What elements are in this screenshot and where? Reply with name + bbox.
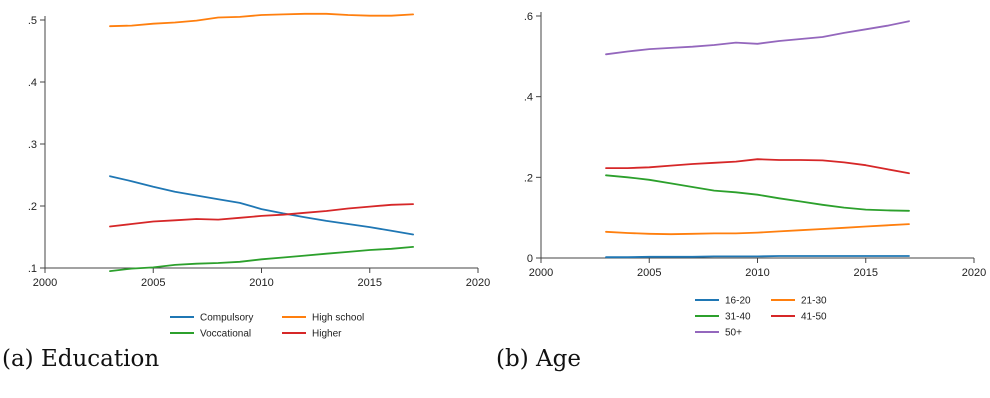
series-line-50- xyxy=(605,20,910,56)
legend-label: 50+ xyxy=(725,328,742,339)
x-tick-label: 2005 xyxy=(637,267,661,279)
y-tick-label: .4 xyxy=(28,77,37,89)
y-tick-label: .2 xyxy=(524,172,533,184)
x-tick-label: 2005 xyxy=(141,277,165,289)
series-line-compulsory xyxy=(109,175,415,236)
caption-education: (a) Education xyxy=(2,346,160,372)
legend-label: 21-30 xyxy=(801,296,827,307)
y-tick-label: .2 xyxy=(28,201,37,213)
series-line-16-20 xyxy=(605,255,910,259)
series-line-21-30 xyxy=(605,223,910,236)
x-tick-label: 2010 xyxy=(745,267,769,279)
legend-label: High school xyxy=(312,313,364,324)
legend-label: 16-20 xyxy=(725,296,751,307)
legend-label: 31-40 xyxy=(725,312,751,323)
x-tick-label: 2010 xyxy=(249,277,273,289)
y-tick-label: .4 xyxy=(524,92,533,104)
x-tick-label: 2000 xyxy=(529,267,553,279)
legend-label: Compulsory xyxy=(200,313,253,324)
age-chart: 0 .2 .4 .6 2000 2005 2010 2015 2020 16-20 21-30 31-… xyxy=(524,11,986,339)
legend-label: Voccational xyxy=(200,329,251,340)
y-tick-label: .6 xyxy=(524,11,533,23)
series-line-higher xyxy=(109,203,415,228)
series-line-voccational xyxy=(109,245,415,273)
x-tick-label: 2020 xyxy=(466,277,490,289)
x-tick-label: 2000 xyxy=(33,277,57,289)
y-tick-label: 0 xyxy=(527,253,533,265)
education-chart: .1 .2 .3 .4 .5 2000 2005 2010 2015 2020 Compulsory… xyxy=(28,12,490,340)
legend-label: Higher xyxy=(312,329,342,340)
x-tick-label: 2020 xyxy=(962,267,986,279)
caption-age: (b) Age xyxy=(496,346,581,372)
x-tick-label: 2015 xyxy=(854,267,878,279)
y-tick-label: .3 xyxy=(28,139,37,151)
series-line-41-50 xyxy=(605,158,910,175)
legend-label: 41-50 xyxy=(801,312,827,323)
series-line-high-school xyxy=(109,12,415,28)
y-tick-label: .1 xyxy=(28,263,37,275)
series-line-31-40 xyxy=(605,174,910,212)
x-tick-label: 2015 xyxy=(358,277,382,289)
y-tick-label: .5 xyxy=(28,15,37,27)
